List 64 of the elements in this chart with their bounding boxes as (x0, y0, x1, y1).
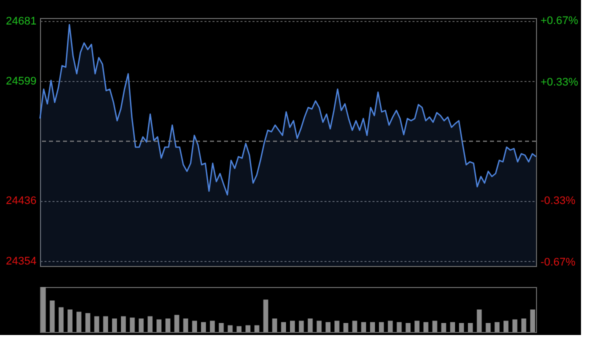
bar (290, 320, 295, 332)
bar (530, 310, 536, 332)
bar (486, 323, 491, 332)
bar (370, 322, 375, 332)
bar (148, 316, 153, 332)
y2-tick-label: +0.33% (540, 76, 578, 88)
bar (450, 322, 456, 332)
bar (406, 323, 411, 332)
bar (263, 300, 268, 332)
bar (50, 300, 55, 332)
y-tick-label: 24681 (6, 15, 36, 28)
bar (138, 318, 144, 332)
bar (156, 319, 162, 332)
bar (165, 318, 170, 332)
y2-tick-label: -0.33% (540, 195, 576, 208)
bar (210, 320, 215, 332)
bar (68, 310, 72, 332)
y2-tick-label: +0.67% (540, 15, 578, 28)
bar (85, 313, 90, 332)
bar (308, 318, 313, 332)
bar (521, 318, 526, 332)
bar (316, 320, 322, 332)
y-tick-label: 24436 (6, 195, 36, 208)
bar (76, 312, 82, 332)
bar (192, 320, 198, 332)
bar (40, 287, 46, 332)
bar (352, 320, 358, 332)
bar (281, 322, 286, 332)
bar (396, 322, 402, 332)
bar (459, 323, 464, 332)
bar (174, 314, 180, 332)
bar (130, 318, 135, 332)
bar (228, 325, 233, 332)
bar (494, 322, 500, 332)
bar (298, 320, 304, 332)
bar (58, 307, 64, 332)
bar (423, 322, 428, 332)
bar (218, 323, 224, 332)
bar (414, 320, 420, 332)
bar (326, 322, 330, 332)
bar (388, 320, 393, 332)
bar (183, 318, 188, 332)
bar (246, 325, 250, 332)
bar (512, 319, 518, 332)
bar (476, 310, 482, 332)
y-tick-label: 24599 (6, 76, 36, 88)
bar (94, 316, 100, 332)
bar (343, 323, 348, 332)
bar (334, 320, 340, 332)
y-tick-label: 24354 (6, 255, 36, 268)
bar (432, 320, 438, 332)
bar (361, 322, 366, 332)
bar (201, 322, 206, 332)
bar (441, 323, 446, 332)
y2-tick-label: -0.67% (540, 256, 576, 268)
bar (504, 320, 508, 332)
bar (236, 326, 242, 332)
bar (112, 318, 117, 332)
bar (103, 316, 108, 332)
bar (378, 322, 384, 332)
bar (272, 318, 278, 332)
bar (120, 316, 126, 332)
bar (468, 323, 473, 332)
bar (254, 325, 260, 332)
